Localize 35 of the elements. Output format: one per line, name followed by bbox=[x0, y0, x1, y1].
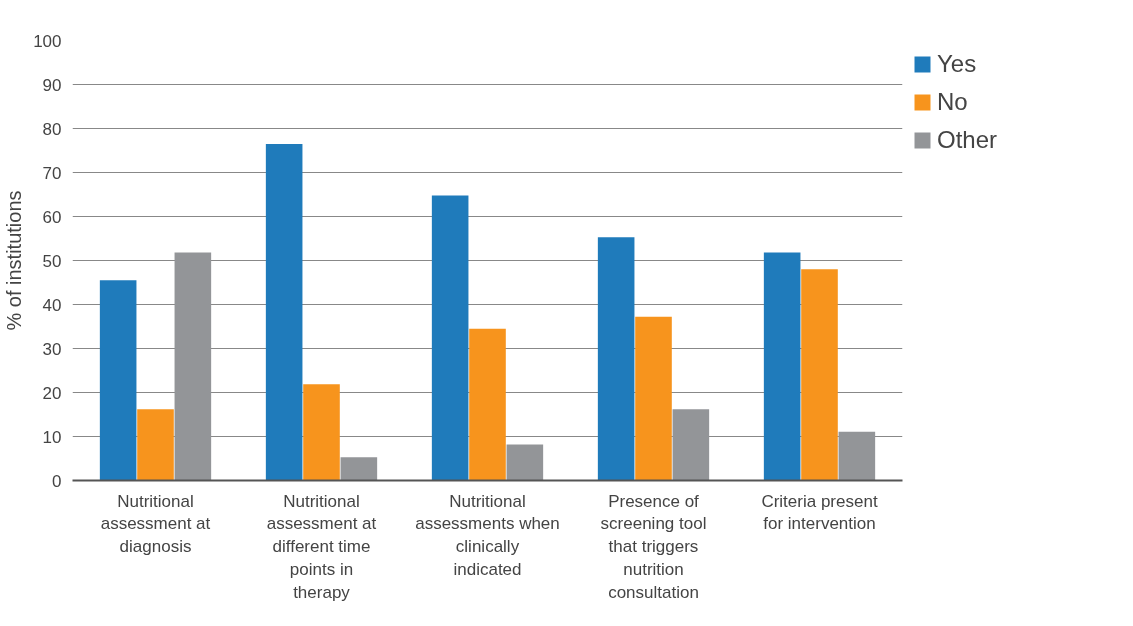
x-tick-label: Presence of screening tool that triggers nutrition consultation bbox=[600, 491, 707, 602]
legend-label: Other bbox=[937, 126, 998, 154]
bar bbox=[838, 431, 876, 481]
bar bbox=[801, 269, 838, 481]
y-tick-label: 90 bbox=[42, 75, 62, 95]
bar bbox=[431, 195, 469, 481]
legend-label: Yes bbox=[937, 50, 977, 78]
y-tick-label: 40 bbox=[42, 295, 62, 315]
x-tick-label: Nutritional assessment at different time points in therapy bbox=[266, 491, 377, 602]
y-tick-label: 30 bbox=[42, 339, 62, 359]
y-tick-label: 10 bbox=[42, 427, 62, 447]
bar bbox=[469, 328, 506, 481]
bar bbox=[672, 409, 710, 481]
bar bbox=[137, 409, 174, 481]
y-tick-label: 80 bbox=[42, 119, 62, 139]
y-tick-label: 60 bbox=[42, 207, 62, 227]
bar bbox=[635, 316, 672, 481]
bar bbox=[174, 252, 212, 481]
x-tick-label: Nutritional assessment at diagnosis bbox=[100, 491, 211, 557]
y-tick-label: 100 bbox=[33, 31, 62, 51]
x-tick-label: Criteria present for intervention bbox=[761, 491, 878, 534]
bar bbox=[763, 252, 801, 481]
bar bbox=[265, 143, 303, 481]
bar bbox=[303, 384, 340, 481]
y-tick-label: 70 bbox=[42, 163, 62, 183]
y-tick-label: 20 bbox=[42, 383, 62, 403]
y-tick-label: 50 bbox=[42, 251, 62, 271]
bar bbox=[597, 237, 635, 481]
y-axis-title: % of institutions bbox=[3, 190, 26, 331]
y-tick-label: 0 bbox=[52, 471, 62, 491]
bar bbox=[506, 444, 544, 481]
legend-label: No bbox=[937, 88, 968, 116]
bar bbox=[99, 280, 137, 481]
x-tick-label: Nutritional assessments when clinically indicated bbox=[415, 491, 560, 579]
bar bbox=[340, 457, 378, 481]
